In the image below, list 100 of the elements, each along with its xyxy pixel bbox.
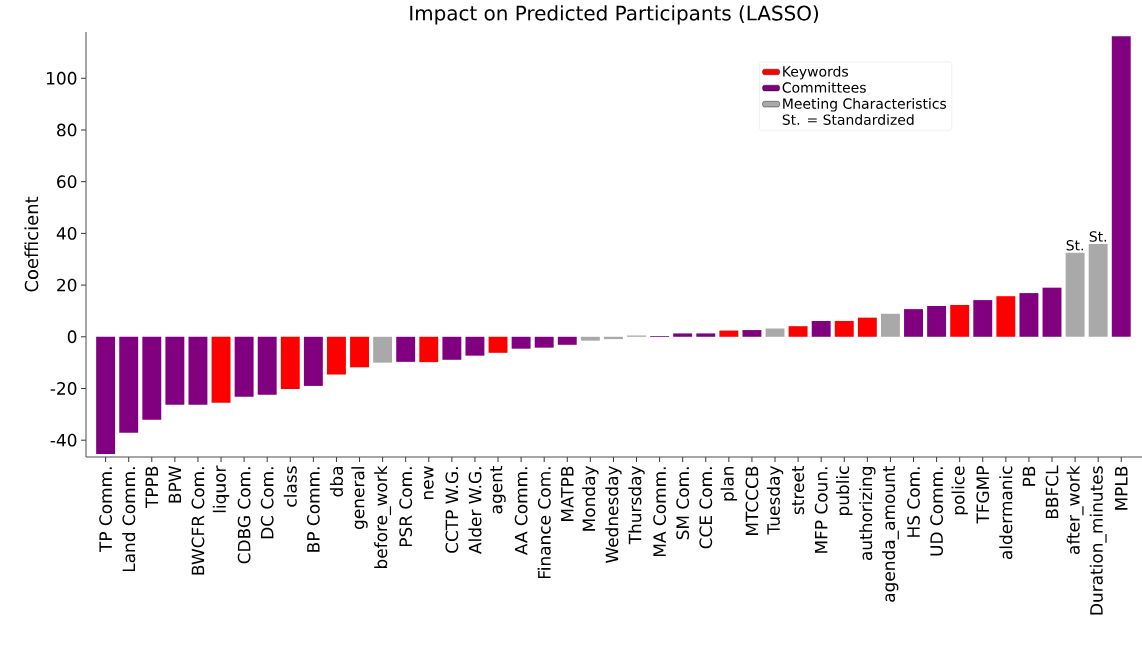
x-tick-label: liquor: [212, 465, 230, 513]
x-tick-label: MA Comm.: [653, 467, 666, 557]
bar: [419, 336, 439, 363]
x-tick-label: AA Comm.: [514, 467, 528, 555]
legend-label: Committees: [782, 82, 866, 93]
bar: [719, 330, 739, 337]
x-tick-label: Alder W.G.: [468, 467, 482, 554]
x-tick-label: BPW: [168, 466, 182, 503]
bar: [257, 336, 277, 395]
annotation: St.: [1066, 240, 1083, 251]
y-tick-label: 0: [67, 330, 77, 344]
y-tick-label: 60: [57, 175, 77, 189]
bar: [442, 336, 462, 360]
y-tick-label: 40: [56, 226, 77, 240]
x-tick-label: public: [836, 466, 853, 515]
legend-label: Meeting Characteristics: [783, 98, 947, 112]
x-tick-label: MFP Coun.: [814, 467, 828, 553]
bar: [1088, 243, 1108, 337]
x-tick-label: Thursday: [628, 466, 645, 545]
x-tick-label: general: [351, 467, 368, 529]
bar: [580, 336, 600, 341]
bar: [834, 321, 854, 337]
x-tick-label: BP Comm.: [306, 467, 320, 552]
y-tick-label: -40: [50, 433, 77, 447]
y-axis-title: Coefficient: [24, 196, 39, 292]
x-tick-label: Land Comm.: [122, 467, 136, 572]
x-tick-label: street: [792, 465, 805, 515]
bar: [857, 317, 877, 337]
bar: [396, 336, 416, 362]
y-tick-label: 100: [47, 71, 77, 85]
x-tick-label: class: [283, 466, 297, 507]
bar: [142, 336, 162, 420]
bar: [350, 336, 369, 368]
x-tick-label: MTCCCB: [745, 466, 759, 535]
y-tick-label: 20: [57, 278, 77, 292]
bar: [326, 336, 346, 375]
x-tick-label: PB: [1022, 466, 1036, 486]
x-tick-label: after_work: [1066, 465, 1084, 555]
legend-label: Keywords: [783, 65, 848, 80]
bar: [996, 296, 1016, 337]
x-tick-label: aldermanic: [999, 466, 1013, 560]
bar: [950, 304, 970, 337]
x-tick-label: Duration_minutes: [1089, 466, 1107, 615]
x-tick-label: agent: [490, 465, 506, 514]
x-tick-label: CCE Com.: [699, 467, 713, 549]
x-tick-label: CDBG Com.: [237, 467, 251, 564]
x-tick-label: agenda_amount: [881, 465, 899, 602]
bar: [465, 336, 485, 356]
x-tick-label: TPPB: [145, 466, 158, 508]
x-tick-label: Finance Com.: [537, 467, 551, 579]
chart-title: Impact on Predicted Participants (LASSO): [410, 5, 819, 25]
bar: [765, 328, 785, 337]
bar: [165, 336, 185, 405]
x-tick-label: TFGMP: [976, 466, 990, 524]
bar: [557, 336, 577, 345]
x-tick-label: BBFCL: [1045, 465, 1059, 519]
x-tick-label: BWCFR Com.: [191, 467, 205, 575]
x-tick-label: authorizing: [859, 467, 876, 561]
x-tick-label: CCTP W.G.: [445, 467, 459, 553]
bar: [96, 336, 116, 454]
x-tick-label: dba: [329, 467, 343, 497]
x-tick-label: police: [951, 466, 968, 515]
x-tick-label: Tuesday: [766, 466, 784, 535]
bar: [488, 336, 508, 353]
bar: [1111, 36, 1131, 337]
bar: [188, 336, 208, 405]
y-tick-label: 80: [57, 123, 77, 137]
bar: [303, 336, 323, 386]
bar: [811, 321, 831, 337]
x-tick-label: PSR Com.: [399, 467, 413, 547]
x-tick-label: HS Com.: [907, 467, 920, 537]
y-tick-label: -20: [50, 382, 77, 395]
bar: [880, 313, 900, 337]
bar: [119, 336, 139, 433]
bar: [1065, 252, 1085, 337]
x-tick-label: DC Com.: [260, 467, 274, 539]
x-tick-label: TP Comm.: [99, 467, 113, 553]
bar: [927, 306, 947, 337]
x-tick-label: before_work: [374, 465, 392, 568]
bar: [1019, 293, 1039, 337]
bar: [788, 326, 808, 337]
x-tick-label: plan: [720, 466, 738, 501]
bar: [534, 336, 554, 348]
bar: [904, 309, 923, 337]
x-tick-label: Wednesday: [605, 466, 622, 564]
bar: [742, 330, 762, 337]
bar: [234, 336, 254, 397]
bar: [373, 336, 393, 363]
annotation: St.: [1089, 231, 1107, 242]
bar: [673, 333, 693, 337]
bar: [696, 333, 716, 337]
bar: [211, 336, 231, 403]
annotation: St. = Standardized: [782, 114, 914, 125]
x-tick-label: MPLB: [1115, 466, 1128, 510]
x-tick-label: UD Comm.: [930, 467, 943, 556]
bar: [973, 300, 993, 337]
x-tick-label: new: [423, 466, 434, 499]
x-tick-label: MATPB: [561, 466, 574, 521]
x-tick-label: Monday: [582, 466, 599, 531]
bar: [280, 336, 300, 390]
